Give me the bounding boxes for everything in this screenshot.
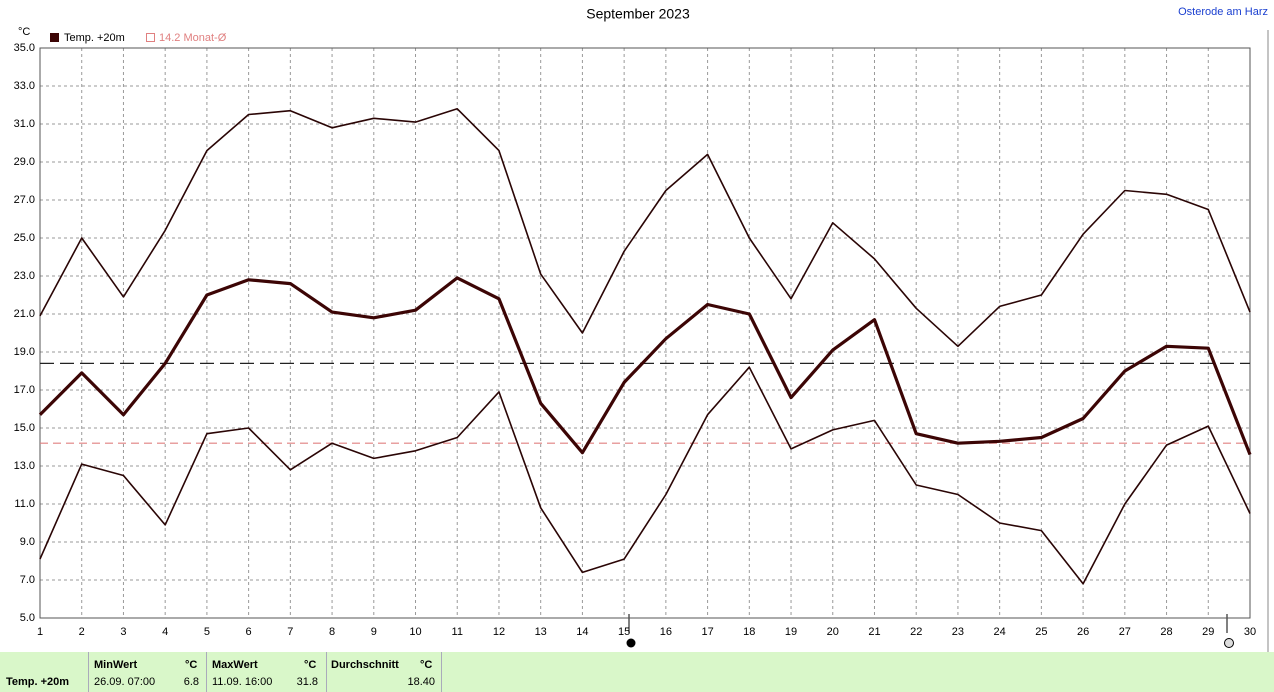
- stat-title: MaxWert: [212, 659, 258, 671]
- legend-swatch: [146, 33, 155, 42]
- separator: [88, 652, 89, 692]
- stat-value: 18.40: [407, 676, 435, 688]
- x-tick-label: 6: [246, 626, 252, 638]
- stat-when: 11.09. 16:00: [212, 676, 273, 688]
- y-tick-label: 27.0: [14, 194, 35, 206]
- y-tick-label: 21.0: [14, 308, 35, 320]
- stats-panel: Temp. +20m MinWert °C 26.09. 07:00 6.8 M…: [0, 652, 1274, 692]
- x-tick-label: 3: [120, 626, 126, 638]
- separator: [441, 652, 442, 692]
- y-tick-label: 11.0: [14, 498, 35, 510]
- y-tick-label: 23.0: [14, 270, 35, 282]
- x-tick-label: 5: [204, 626, 210, 638]
- x-tick-label: 25: [1035, 626, 1047, 638]
- x-tick-label: 9: [371, 626, 377, 638]
- x-tick-label: 21: [868, 626, 880, 638]
- x-tick-label: 4: [162, 626, 168, 638]
- x-tick-label: 28: [1160, 626, 1172, 638]
- stat-title: MinWert: [94, 659, 138, 671]
- y-tick-label: 9.0: [20, 536, 35, 548]
- x-tick-label: 27: [1119, 626, 1131, 638]
- stat-value: 6.8: [183, 676, 199, 688]
- y-tick-label: 31.0: [14, 118, 35, 130]
- x-tick-label: 11: [452, 626, 463, 638]
- x-tick-label: 29: [1202, 626, 1214, 638]
- stat-title: Durchschnitt: [331, 659, 399, 671]
- stat-when: 26.09. 07:00: [94, 676, 156, 688]
- y-tick-label: 25.0: [14, 232, 35, 244]
- separator: [206, 652, 207, 692]
- x-tick-label: 19: [785, 626, 797, 638]
- legend-label: 14.2 Monat-Ø: [159, 32, 227, 44]
- x-tick-label: 14: [576, 626, 588, 638]
- x-tick-label: 15: [618, 626, 630, 638]
- x-tick-label: 1: [37, 626, 43, 638]
- series-line: [39, 366, 1251, 585]
- y-tick-label: 13.0: [14, 460, 35, 472]
- legend-label: Temp. +20m: [64, 32, 125, 44]
- x-tick-label: 7: [287, 626, 293, 638]
- x-tick-label: 18: [743, 626, 755, 638]
- stats-label: Temp. +20m: [6, 676, 70, 688]
- stat-unit: °C: [304, 659, 317, 671]
- x-tick-label: 22: [910, 626, 922, 638]
- background: [0, 0, 1274, 652]
- y-tick-label: 19.0: [14, 346, 35, 358]
- y-tick-label: 5.0: [20, 612, 35, 624]
- legend-swatch: [50, 33, 59, 42]
- stat-unit: °C: [420, 659, 433, 671]
- y-unit: °C: [18, 26, 30, 38]
- x-tick-label: 16: [660, 626, 672, 638]
- stat-unit: °C: [185, 659, 198, 671]
- y-tick-label: 35.0: [14, 42, 35, 54]
- series-line: [38, 276, 1252, 456]
- stat-value: 31.8: [296, 676, 318, 688]
- x-tick-label: 30: [1244, 626, 1256, 638]
- y-tick-label: 33.0: [14, 80, 35, 92]
- x-tick-label: 26: [1077, 626, 1089, 638]
- chart-title: September 2023: [586, 6, 690, 22]
- moon-new: [1224, 638, 1234, 648]
- y-tick-label: 29.0: [14, 156, 35, 168]
- x-tick-label: 20: [827, 626, 839, 638]
- y-tick-label: 15.0: [14, 422, 35, 434]
- x-tick-label: 10: [409, 626, 421, 638]
- location[interactable]: Osterode am Harz: [1178, 6, 1268, 18]
- x-tick-label: 17: [701, 626, 713, 638]
- x-tick-label: 24: [994, 626, 1006, 638]
- x-tick-label: 13: [535, 626, 547, 638]
- chart: September 2023 Osterode am Harz °C Temp.…: [0, 0, 1274, 652]
- y-tick-label: 7.0: [20, 574, 35, 586]
- moon-full: [626, 638, 636, 648]
- x-tick-label: 8: [329, 626, 335, 638]
- plot-frame: [39, 47, 1251, 619]
- x-tick-label: 2: [79, 626, 85, 638]
- x-tick-label: 23: [952, 626, 964, 638]
- x-tick-label: 12: [493, 626, 505, 638]
- series-line: [39, 108, 1251, 348]
- y-tick-label: 17.0: [14, 384, 35, 396]
- separator: [326, 652, 327, 692]
